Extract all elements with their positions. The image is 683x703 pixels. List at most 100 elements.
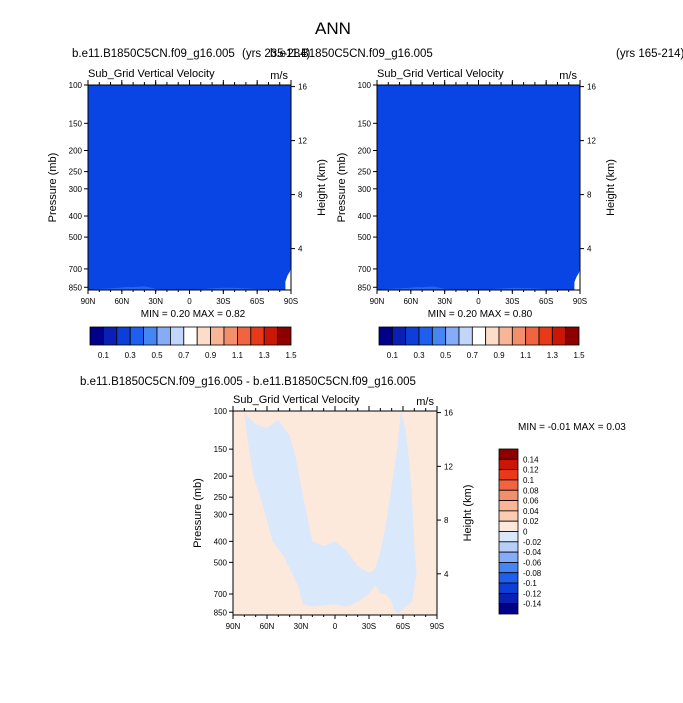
y2-tick-label: 12 [444, 462, 453, 471]
colorbar-label: -0.08 [523, 569, 542, 578]
y2-tick-label: 12 [298, 137, 307, 146]
colorbar-label: 1.1 [232, 351, 244, 360]
colorbar-box [498, 510, 519, 522]
colorbar-box [498, 541, 519, 553]
colorbar-label: 0.04 [523, 507, 539, 516]
colorbar-box [143, 326, 158, 346]
x-tick-label: 30N [437, 297, 452, 306]
colorbar-label: 1.3 [547, 351, 559, 360]
contour-region-1 [88, 286, 291, 290]
x-tick-label: 60N [114, 297, 129, 306]
y-tick-label: 500 [69, 233, 83, 242]
units-label: m/s [270, 70, 288, 82]
colorbar-box [103, 326, 118, 346]
colorbar-box [445, 326, 460, 346]
y-tick-label: 100 [358, 81, 372, 90]
y-tick-label: 250 [69, 168, 83, 177]
colorbar-box [525, 326, 540, 346]
colorbar-box [263, 326, 279, 346]
colorbar-box [485, 326, 500, 346]
colorbar-label: 0.06 [523, 497, 539, 506]
colorbar-box [498, 448, 519, 460]
colorbar-box [498, 489, 519, 501]
colorbar-box [498, 562, 519, 574]
colorbar-box [565, 326, 580, 346]
colorbar-label: -0.04 [523, 548, 542, 557]
colorbar-box [129, 326, 144, 346]
colorbar-box [210, 326, 225, 346]
y-axis-title: Pressure (mb) [336, 153, 348, 223]
colorbar-box [498, 531, 519, 543]
y-axis-title: Pressure (mb) [47, 153, 59, 223]
x-tick-label: 0 [187, 297, 192, 306]
y2-tick-label: 16 [298, 83, 307, 92]
colorbar-label: 1.5 [573, 351, 585, 360]
colorbar-box [223, 326, 238, 346]
case-a-years: (yrs 235-284) [242, 48, 311, 60]
y-tick-label: 850 [214, 608, 228, 617]
stats-label: MIN = 0.20 MAX = 0.82 [141, 309, 246, 320]
colorbar-label: 0.5 [440, 351, 452, 360]
stats-label: MIN = 0.20 MAX = 0.80 [428, 309, 533, 320]
x-tick-label: 30S [505, 297, 519, 306]
colorbar-label: -0.06 [523, 558, 542, 567]
y-tick-label: 200 [358, 147, 372, 156]
y2-tick-label: 16 [444, 409, 453, 418]
case-b-years: (yrs 165-214) [616, 48, 683, 60]
colorbar-box [431, 326, 447, 346]
colorbar-box [418, 326, 433, 346]
colorbar-box [89, 326, 104, 346]
colorbar-box [169, 326, 185, 346]
y-tick-label: 150 [358, 119, 372, 128]
y2-tick-label: 12 [587, 137, 596, 146]
y2-axis-title: Height (km) [462, 485, 474, 542]
x-tick-label: 90N [81, 297, 96, 306]
diff-title: b.e11.B1850C5CN.f09_g16.005 - b.e11.B185… [80, 376, 416, 388]
colorbar-box [236, 326, 252, 346]
x-tick-label: 90N [226, 622, 241, 631]
x-tick-label: 60S [396, 622, 410, 631]
x-tick-label: 90S [430, 622, 444, 631]
colorbar-label: 1.1 [520, 351, 532, 360]
colorbar-label: 1.5 [285, 351, 297, 360]
y-tick-label: 250 [358, 168, 372, 177]
colorbar-label: -0.12 [523, 589, 542, 598]
field-fill [88, 85, 291, 290]
colorbar-label: -0.1 [523, 579, 537, 588]
colorbar-box [498, 582, 519, 594]
y-tick-label: 700 [358, 265, 372, 274]
colorbar-box [458, 326, 473, 346]
y-tick-label: 400 [358, 212, 372, 221]
field-fill [377, 85, 580, 290]
colorbar-label: 0.1 [98, 351, 110, 360]
colorbar-label: 0.14 [523, 455, 539, 464]
colorbar-box [498, 592, 519, 605]
y-axis-title: Pressure (mb) [192, 478, 204, 548]
x-tick-label: 90S [573, 297, 587, 306]
panel-diff: Sub_Grid Vertical Velocity m/s 90N 60N 30N 0 3… [192, 394, 626, 631]
case-a-label: b.e11.B1850C5CN.f09_g16.005 [72, 48, 235, 60]
x-tick-label: 30S [216, 297, 230, 306]
y2-tick-label: 8 [444, 516, 449, 525]
colorbar-label: 1.3 [259, 351, 271, 360]
colorbar-box [498, 479, 519, 491]
y-tick-label: 150 [69, 119, 83, 128]
y2-tick-label: 16 [587, 83, 596, 92]
y-tick-label: 300 [214, 510, 228, 519]
colorbar-label: 0.9 [493, 351, 505, 360]
contour-region-2 [323, 411, 333, 537]
colorbar-label: -0.14 [523, 600, 542, 609]
colorbar-box [498, 469, 519, 481]
x-tick-label: 0 [476, 297, 481, 306]
x-tick-label: 30S [362, 622, 376, 631]
colorbar-box [378, 326, 393, 346]
colorbar-box [156, 326, 171, 346]
colorbar-label: 0.1 [523, 476, 535, 485]
colorbar-box [183, 326, 198, 346]
y-tick-label: 500 [214, 558, 228, 567]
y-tick-label: 400 [214, 537, 228, 546]
y-tick-label: 250 [214, 493, 228, 502]
contour-region-1 [377, 286, 580, 290]
contour-region-2 [285, 267, 291, 290]
x-tick-label: 60N [260, 622, 275, 631]
